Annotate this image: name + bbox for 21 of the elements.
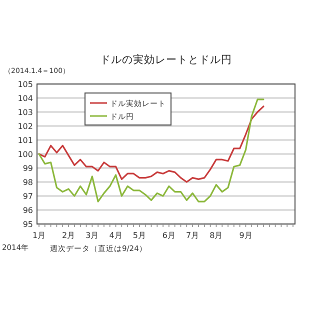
ytick: 99 — [22, 164, 33, 173]
ytick: 103 — [18, 108, 33, 117]
xtick: 7月 — [186, 231, 200, 240]
title: ドルの実効レートとドル円 — [100, 54, 232, 66]
xtick: 8月 — [210, 231, 223, 240]
xtick: 5月 — [132, 231, 146, 240]
ytick: 96 — [22, 206, 33, 215]
ytick: 101 — [18, 136, 33, 145]
xtick: 3月 — [86, 231, 99, 240]
xtick: 6月 — [162, 231, 176, 240]
ytick: 105 — [18, 80, 33, 89]
xtick: 4月 — [109, 231, 122, 240]
ytick: 104 — [18, 94, 33, 103]
xtick: 9月 — [239, 231, 252, 240]
ytick: 100 — [18, 150, 33, 159]
ytick: 102 — [18, 122, 33, 131]
xtick: 1月 — [32, 231, 46, 240]
ytick: 95 — [22, 220, 33, 229]
ytick: 98 — [22, 178, 33, 187]
xtick: 2月 — [62, 231, 76, 240]
ytick: 97 — [22, 192, 33, 201]
